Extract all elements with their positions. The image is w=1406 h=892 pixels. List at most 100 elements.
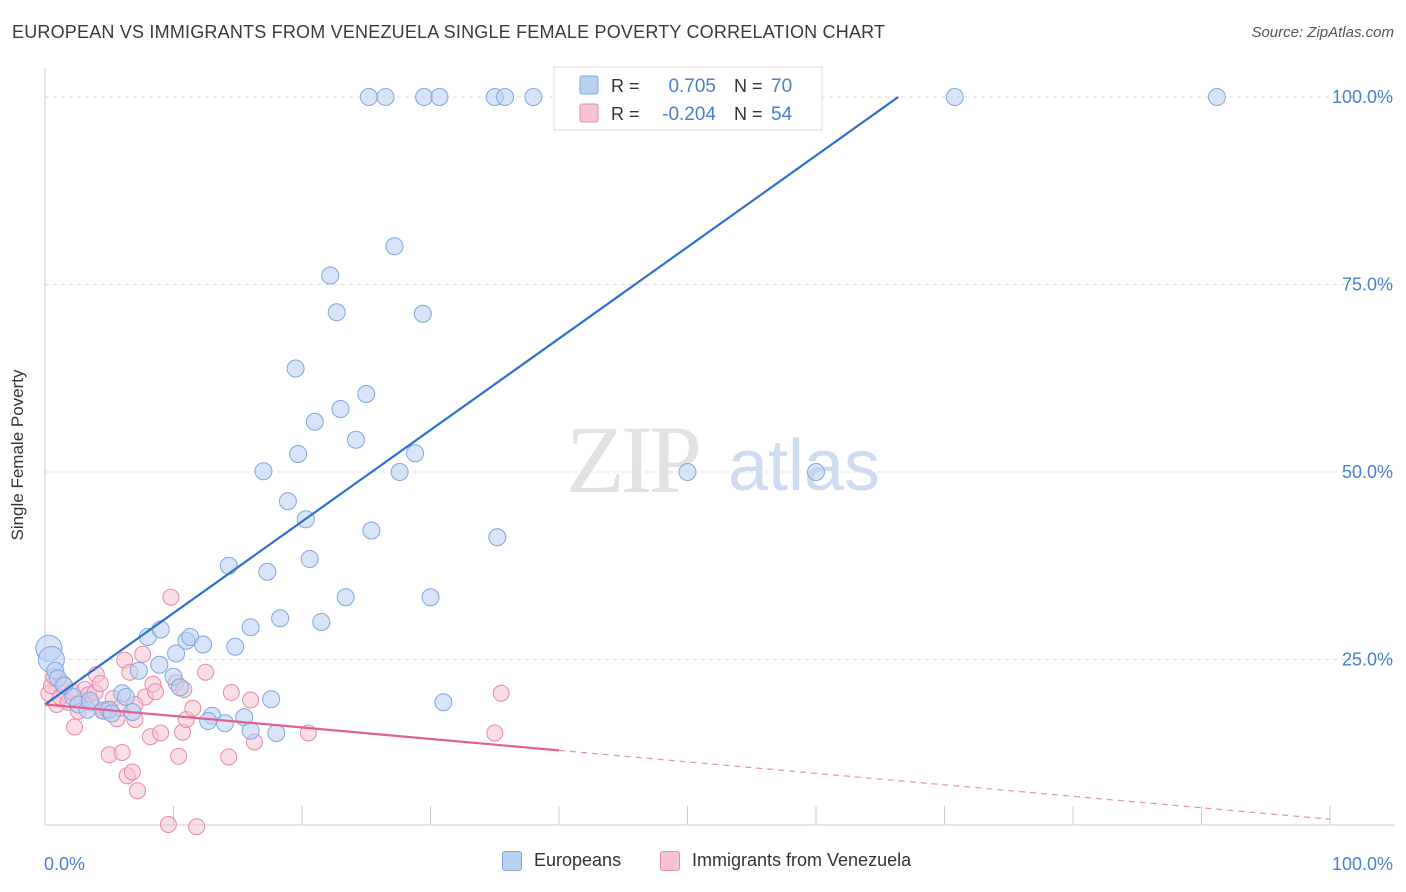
watermark-atlas: atlas: [728, 426, 880, 506]
data-point-europeans: [271, 609, 290, 628]
data-point-europeans: [357, 385, 376, 403]
stats-n-value: 70: [771, 76, 792, 97]
bottom-legend: Europeans Immigrants from Venezuela: [0, 850, 1406, 880]
y-tick-label: 75.0%: [1342, 275, 1393, 295]
stats-n-value: 54: [771, 104, 793, 125]
data-point-venezuela: [184, 699, 202, 717]
data-point-europeans: [129, 661, 148, 680]
stats-r-value: 0.705: [668, 76, 716, 97]
data-point-europeans: [331, 400, 350, 418]
data-point-europeans: [254, 462, 273, 481]
series-europeans-points: [35, 88, 1226, 742]
data-point-europeans: [116, 688, 135, 706]
data-point-venezuela: [188, 818, 206, 836]
y-tick-label: 25.0%: [1342, 650, 1393, 670]
data-point-europeans: [289, 445, 308, 463]
data-point-europeans: [434, 693, 453, 712]
y-tick-label: 50.0%: [1342, 462, 1393, 482]
data-point-venezuela: [66, 718, 84, 736]
legend-label-venezuela: Immigrants from Venezuela: [692, 850, 912, 870]
data-point-europeans: [321, 266, 340, 285]
data-point-venezuela: [492, 684, 510, 702]
stats-legend: R = 0.705 N = 70 R = -0.204 N = 54: [553, 66, 823, 131]
data-point-venezuela: [152, 724, 170, 742]
stats-swatch-venezuela: [579, 103, 599, 123]
stats-n-label: N =: [734, 76, 763, 96]
data-point-venezuela: [197, 663, 215, 681]
stats-legend-box: [553, 66, 823, 131]
stats-n-label: N =: [734, 104, 763, 124]
legend-item-europeans: Europeans: [502, 850, 621, 871]
data-point-europeans: [226, 637, 245, 656]
data-point-venezuela: [220, 748, 238, 766]
data-point-europeans: [194, 635, 213, 654]
stats-r-label: R =: [611, 76, 640, 96]
trend-line-venezuela-extension: [558, 749, 1331, 820]
data-point-europeans: [413, 304, 432, 323]
chart-title: EUROPEAN VS IMMIGRANTS FROM VENEZUELA SI…: [12, 22, 886, 42]
data-point-europeans: [359, 88, 378, 106]
data-point-europeans: [406, 444, 425, 463]
legend-swatch-europeans: [502, 850, 522, 871]
data-point-europeans: [376, 88, 395, 106]
data-point-europeans: [415, 88, 434, 106]
data-point-venezuela: [134, 645, 152, 663]
legend-item-venezuela: Immigrants from Venezuela: [660, 850, 911, 871]
gridlines: [45, 96, 1395, 660]
data-point-europeans: [286, 359, 305, 378]
data-point-europeans: [496, 88, 515, 106]
data-point-europeans: [167, 644, 186, 663]
data-point-venezuela: [123, 763, 141, 781]
legend-label-europeans: Europeans: [534, 850, 622, 870]
data-point-europeans: [219, 556, 238, 575]
data-point-europeans: [267, 724, 286, 742]
stats-r-value: -0.204: [662, 104, 716, 125]
trend-line-europeans: [44, 96, 899, 706]
data-point-europeans: [327, 303, 346, 322]
data-point-europeans: [215, 714, 234, 733]
data-point-europeans: [390, 463, 409, 481]
data-point-venezuela: [91, 675, 109, 692]
legend-swatch-venezuela: [660, 850, 680, 871]
data-point-europeans: [150, 655, 169, 674]
y-axis-label: Single Female Poverty: [8, 369, 27, 541]
x-tick-labels: 0.0% 100.0%: [44, 854, 1393, 874]
stats-r-label: R =: [611, 104, 640, 124]
data-point-europeans: [1207, 88, 1226, 106]
data-point-europeans: [151, 620, 170, 639]
data-point-europeans: [385, 237, 404, 256]
data-point-venezuela: [170, 747, 188, 765]
data-point-europeans: [241, 618, 260, 637]
watermark: ZIP atlas: [566, 406, 880, 513]
data-point-europeans: [362, 521, 381, 540]
data-point-europeans: [524, 88, 543, 106]
data-point-venezuela: [159, 816, 177, 833]
data-point-europeans: [678, 463, 697, 481]
data-point-europeans: [199, 712, 218, 730]
trend-lines: [44, 96, 1331, 820]
x-tick-label: 100.0%: [1332, 854, 1393, 874]
data-point-europeans: [258, 562, 277, 581]
trend-line-venezuela: [44, 703, 560, 752]
data-point-venezuela: [147, 683, 165, 701]
data-point-venezuela: [242, 691, 260, 709]
data-point-venezuela: [113, 744, 131, 761]
data-point-venezuela: [222, 684, 240, 701]
data-point-europeans: [346, 430, 365, 449]
data-point-europeans: [488, 528, 507, 547]
watermark-zip: ZIP: [566, 406, 699, 513]
source-label: Source: ZipAtlas.com: [1251, 24, 1394, 41]
data-point-europeans: [312, 613, 331, 631]
y-tick-labels: 25.0% 50.0% 75.0% 100.0%: [1332, 87, 1393, 670]
data-point-europeans: [305, 412, 324, 431]
data-point-europeans: [336, 588, 355, 607]
data-point-europeans: [807, 463, 825, 481]
data-point-europeans: [421, 588, 440, 607]
data-point-europeans: [300, 550, 319, 568]
data-point-europeans: [945, 88, 964, 106]
data-point-europeans: [170, 678, 189, 697]
data-point-europeans: [241, 721, 260, 740]
data-point-venezuela: [129, 782, 147, 800]
x-tick-label: 0.0%: [44, 854, 85, 874]
